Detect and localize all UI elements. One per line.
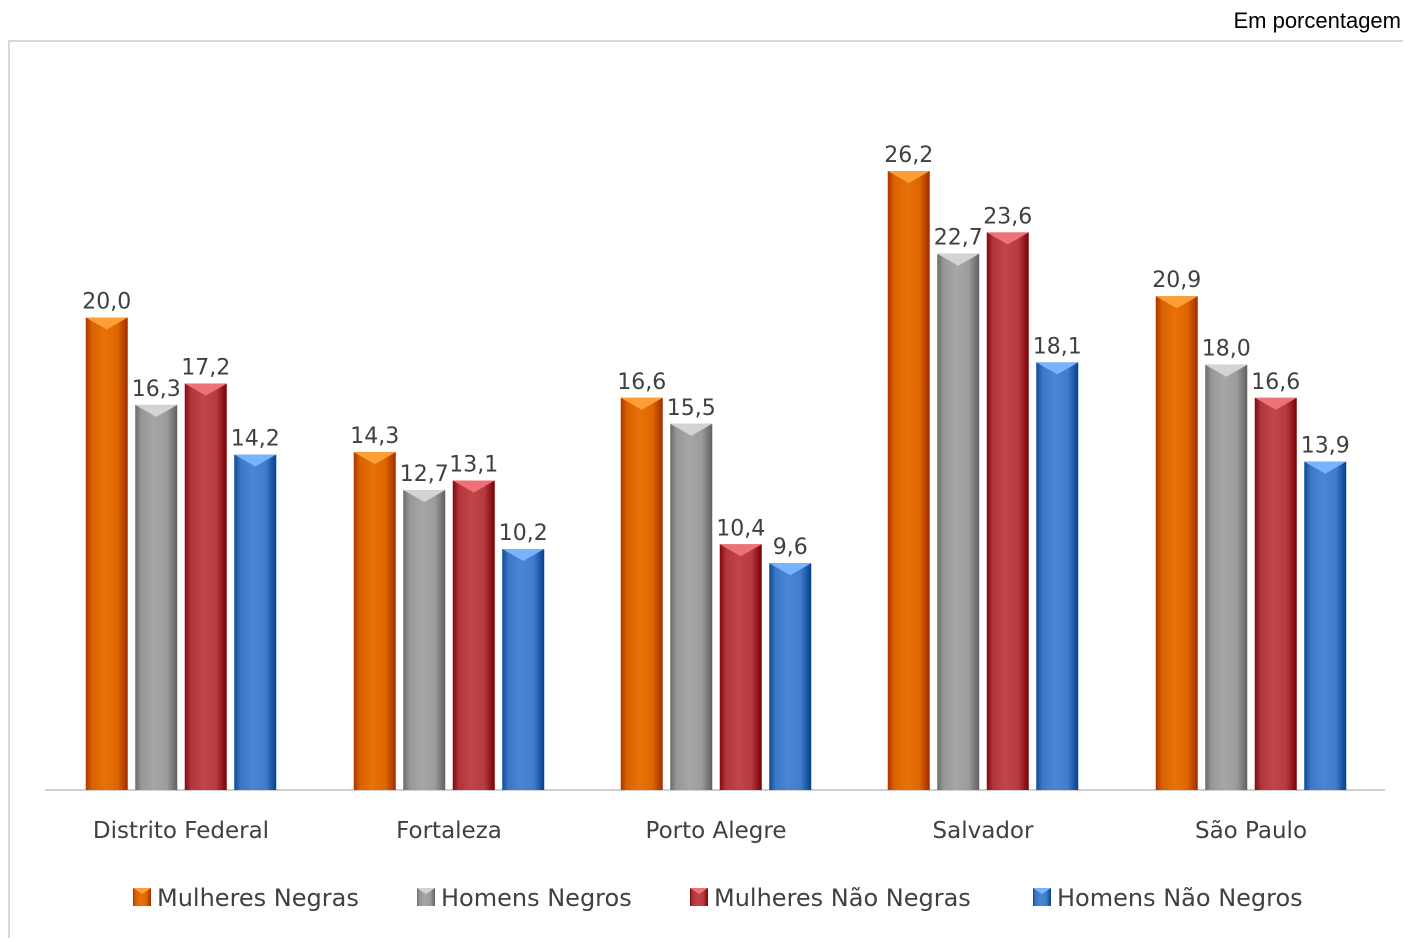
bars-layer bbox=[85, 171, 1347, 790]
legend-swatch-cap-1 bbox=[417, 888, 435, 894]
legend-swatch-1 bbox=[417, 888, 435, 906]
bar-cap-3-2 bbox=[769, 563, 812, 576]
bar-homens-não-negros-0 bbox=[234, 454, 277, 790]
data-label-1-0: 16,3 bbox=[132, 377, 181, 402]
data-label-0-4: 20,9 bbox=[1152, 268, 1201, 293]
labels-layer: 20,016,317,214,2 14,312,7 13,110,216,615,5… bbox=[82, 143, 1349, 560]
legend-label-2: Mulheres Não Negras bbox=[714, 884, 971, 912]
data-label-0-0: 20,0 bbox=[82, 289, 131, 314]
data-label-1-4: 18,0 bbox=[1202, 337, 1251, 362]
bar-cap-2-4 bbox=[1254, 397, 1297, 410]
bar-homens-não-negros-3 bbox=[1036, 362, 1079, 790]
legend-label-1: Homens Negros bbox=[441, 884, 632, 912]
bar-homens-negros-2 bbox=[670, 423, 713, 790]
data-label-3-3: 18,1 bbox=[1033, 334, 1082, 359]
bar-homens-não-negros-1 bbox=[502, 549, 545, 790]
bar-mulheres-não-negras-3 bbox=[986, 232, 1029, 790]
category-label-0: Distrito Federal bbox=[93, 818, 269, 844]
legend-label-3: Homens Não Negros bbox=[1057, 884, 1303, 912]
chart-frame bbox=[8, 40, 1403, 938]
data-label-0-3: 26,2 bbox=[884, 143, 933, 168]
bar-cap-1-0 bbox=[135, 404, 178, 417]
data-label-2-2: 10,4 bbox=[716, 516, 765, 541]
bar-mulheres-negras-1 bbox=[353, 452, 396, 790]
data-label-0-2: 16,6 bbox=[617, 370, 666, 395]
legend-label-0: Mulheres Negras bbox=[157, 884, 359, 912]
bar-cap-1-4 bbox=[1205, 364, 1248, 377]
data-label-2-3: 23,6 bbox=[983, 204, 1032, 229]
bar-mulheres-não-negras-4 bbox=[1254, 397, 1297, 790]
bar-cap-0-2 bbox=[620, 397, 663, 410]
bar-cap-2-1 bbox=[452, 480, 495, 493]
data-label-3-2: 9,6 bbox=[773, 535, 808, 560]
bar-mulheres-negras-4 bbox=[1155, 296, 1198, 790]
bar-homens-não-negros-4 bbox=[1304, 461, 1347, 790]
data-label-0-1: 14,3 bbox=[350, 424, 399, 449]
bar-cap-2-2 bbox=[719, 544, 762, 557]
data-label-3-4: 13,9 bbox=[1301, 434, 1350, 459]
category-label-1: Fortaleza bbox=[396, 818, 502, 844]
bar-cap-0-3 bbox=[887, 171, 930, 183]
category-labels: Distrito Federal Fortaleza Porto Alegre Sal… bbox=[93, 818, 1307, 844]
unit-note: Em porcentagem bbox=[1233, 8, 1401, 33]
data-label-1-3: 22,7 bbox=[934, 226, 983, 251]
bar-homens-negros-4 bbox=[1205, 364, 1248, 790]
legend: Mulheres Negras Homens Negros Mulheres Não… bbox=[133, 884, 1303, 912]
bar-mulheres-negras-2 bbox=[620, 397, 663, 790]
legend-swatch-0 bbox=[133, 888, 151, 906]
bar-cap-0-0 bbox=[85, 317, 128, 330]
category-label-4: São Paulo bbox=[1195, 818, 1307, 844]
data-label-3-0: 14,2 bbox=[231, 427, 280, 452]
bar-mulheres-negras-3 bbox=[887, 171, 930, 790]
bar-cap-2-0 bbox=[184, 383, 227, 396]
legend-swatch-3 bbox=[1033, 888, 1051, 906]
bar-cap-2-3 bbox=[986, 232, 1029, 245]
bar-mulheres-não-negras-2 bbox=[719, 544, 762, 790]
bar-cap-1-3 bbox=[937, 253, 980, 266]
bar-homens-não-negros-2 bbox=[769, 563, 812, 790]
bar-homens-negros-1 bbox=[403, 489, 446, 790]
bar-cap-3-1 bbox=[502, 549, 545, 562]
bar-homens-negros-3 bbox=[937, 253, 980, 790]
legend-swatch-cap-2 bbox=[690, 888, 708, 894]
category-label-3: Salvador bbox=[933, 818, 1034, 844]
bar-mulheres-não-negras-1 bbox=[452, 480, 495, 790]
bar-mulheres-negras-0 bbox=[85, 317, 128, 790]
data-label-3-1: 10,2 bbox=[499, 521, 548, 546]
bar-cap-1-1 bbox=[403, 489, 446, 502]
bar-mulheres-não-negras-0 bbox=[184, 383, 227, 790]
data-label-2-4: 16,6 bbox=[1251, 370, 1300, 395]
data-label-2-1: 13,1 bbox=[449, 453, 498, 478]
bar-cap-1-2 bbox=[670, 423, 713, 436]
bar-cap-3-0 bbox=[234, 454, 277, 467]
bar-cap-3-4 bbox=[1304, 461, 1347, 474]
data-label-1-2: 15,5 bbox=[667, 396, 716, 421]
bar-homens-negros-0 bbox=[135, 404, 178, 790]
data-label-1-1: 12,7 bbox=[400, 462, 449, 487]
legend-swatch-cap-3 bbox=[1033, 888, 1051, 894]
data-label-2-0: 17,2 bbox=[181, 356, 230, 381]
legend-swatch-2 bbox=[690, 888, 708, 906]
bar-cap-3-3 bbox=[1036, 362, 1079, 375]
category-label-2: Porto Alegre bbox=[646, 818, 787, 844]
bar-cap-0-1 bbox=[353, 452, 396, 465]
bar-cap-0-4 bbox=[1155, 296, 1198, 309]
legend-swatch-cap-0 bbox=[133, 888, 151, 894]
